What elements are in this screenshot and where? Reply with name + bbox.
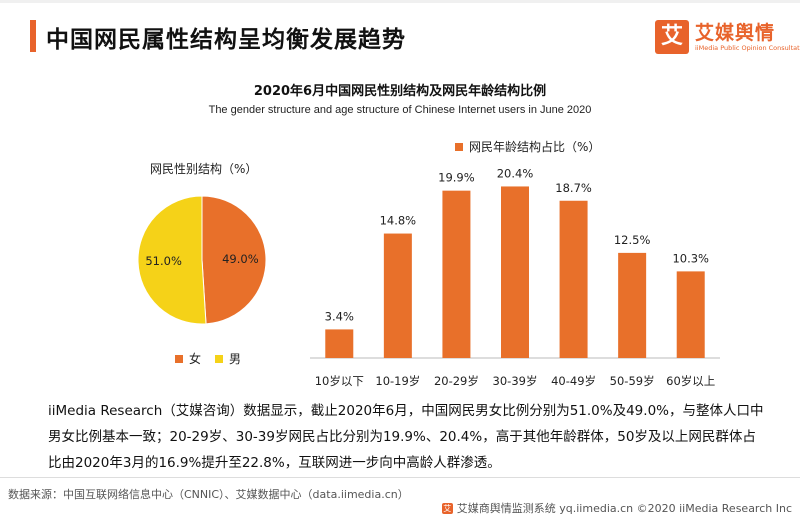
pie-label-male: 51.0% (145, 254, 182, 268)
bar-legend: 网民年龄结构占比（%） (455, 138, 600, 155)
pie-slice-male (137, 195, 207, 325)
legend-label-female: 女 (189, 352, 202, 366)
title-accent-bar (30, 20, 36, 52)
bar-category-label-0: 10岁以下 (315, 374, 364, 388)
bar-category-label-2: 20-29岁 (434, 374, 479, 388)
pie-slice-female (201, 195, 267, 325)
bar-1 (383, 233, 412, 358)
chart-title: 2020年6月中国网民性别结构及网民年龄结构比例 (253, 84, 547, 99)
legend-item-male: 男 (215, 350, 241, 367)
legend-swatch-age (455, 142, 463, 151)
bar-0 (325, 329, 354, 358)
legend-swatch-male (215, 354, 224, 363)
bar-value-label-2: 19.9% (438, 171, 475, 185)
bar-category-label-5: 50-59岁 (610, 374, 655, 388)
footer-copyright: 艾 艾媒商舆情监测系统 yq.iimedia.cn ©2020 iiMedia … (441, 500, 792, 516)
footer-logo-icon: 艾 (441, 502, 453, 514)
top-border (0, 0, 800, 3)
legend-swatch-female (175, 354, 183, 363)
page-title: 中国网民属性结构呈均衡发展趋势 (46, 27, 406, 53)
footer-source: 数据来源：中国互联网络信息中心（CNNIC）、艾媒数据中心（data.iimed… (8, 488, 409, 501)
bar-category-label-3: 30-39岁 (493, 374, 538, 388)
chart-subtitle: The gender structure and age structure o… (208, 104, 592, 116)
bar-value-label-4: 18.7% (555, 181, 592, 195)
gender-pie-chart: 49.0% 51.0% (137, 195, 267, 325)
bar-category-label-1: 10-19岁 (375, 374, 420, 388)
bar-value-label-5: 12.5% (614, 233, 651, 247)
logo-mark: 艾 (655, 20, 689, 54)
pie-chart-title: 网民性别结构（%） (150, 162, 258, 176)
bar-5 (618, 252, 647, 358)
bar-value-label-0: 3.4% (325, 309, 354, 323)
age-bar-chart: 3.4% 10岁以下 14.8% 10-19岁 19.9% 20-29岁 20.4% 30-3… (310, 166, 720, 388)
iimedia-logo: 艾 艾媒舆情 iiMedia Public Opinion Consultati… (655, 18, 800, 58)
bar-category-label-4: 40-49岁 (551, 374, 596, 388)
bar-2 (442, 190, 471, 358)
bar-value-label-6: 10.3% (672, 251, 709, 265)
legend-label-age: 网民年龄结构占比（%） (469, 140, 601, 154)
description-text: iiMedia Research（艾媒咨询）数据显示，截止2020年6月，中国网… (48, 403, 764, 471)
bar-category-label-6: 60岁以上 (666, 374, 715, 388)
logo-name: 艾媒舆情 (695, 22, 776, 44)
legend-item-female: 女 (175, 350, 201, 367)
logo-subtitle: iiMedia Public Opinion Consultation (695, 44, 800, 52)
bar-3 (501, 186, 529, 358)
bar-4 (559, 200, 588, 358)
bar-value-label-1: 14.8% (380, 214, 417, 228)
bar-value-label-3: 20.4% (497, 166, 534, 180)
legend-label-male: 男 (229, 352, 242, 366)
footer-divider (0, 477, 800, 478)
pie-legend: 女 男 (175, 350, 241, 367)
pie-label-female: 49.0% (222, 252, 259, 266)
bar-6 (676, 271, 705, 358)
footer-copyright-text: 艾媒商舆情监测系统 yq.iimedia.cn ©2020 iiMedia Re… (456, 502, 792, 515)
